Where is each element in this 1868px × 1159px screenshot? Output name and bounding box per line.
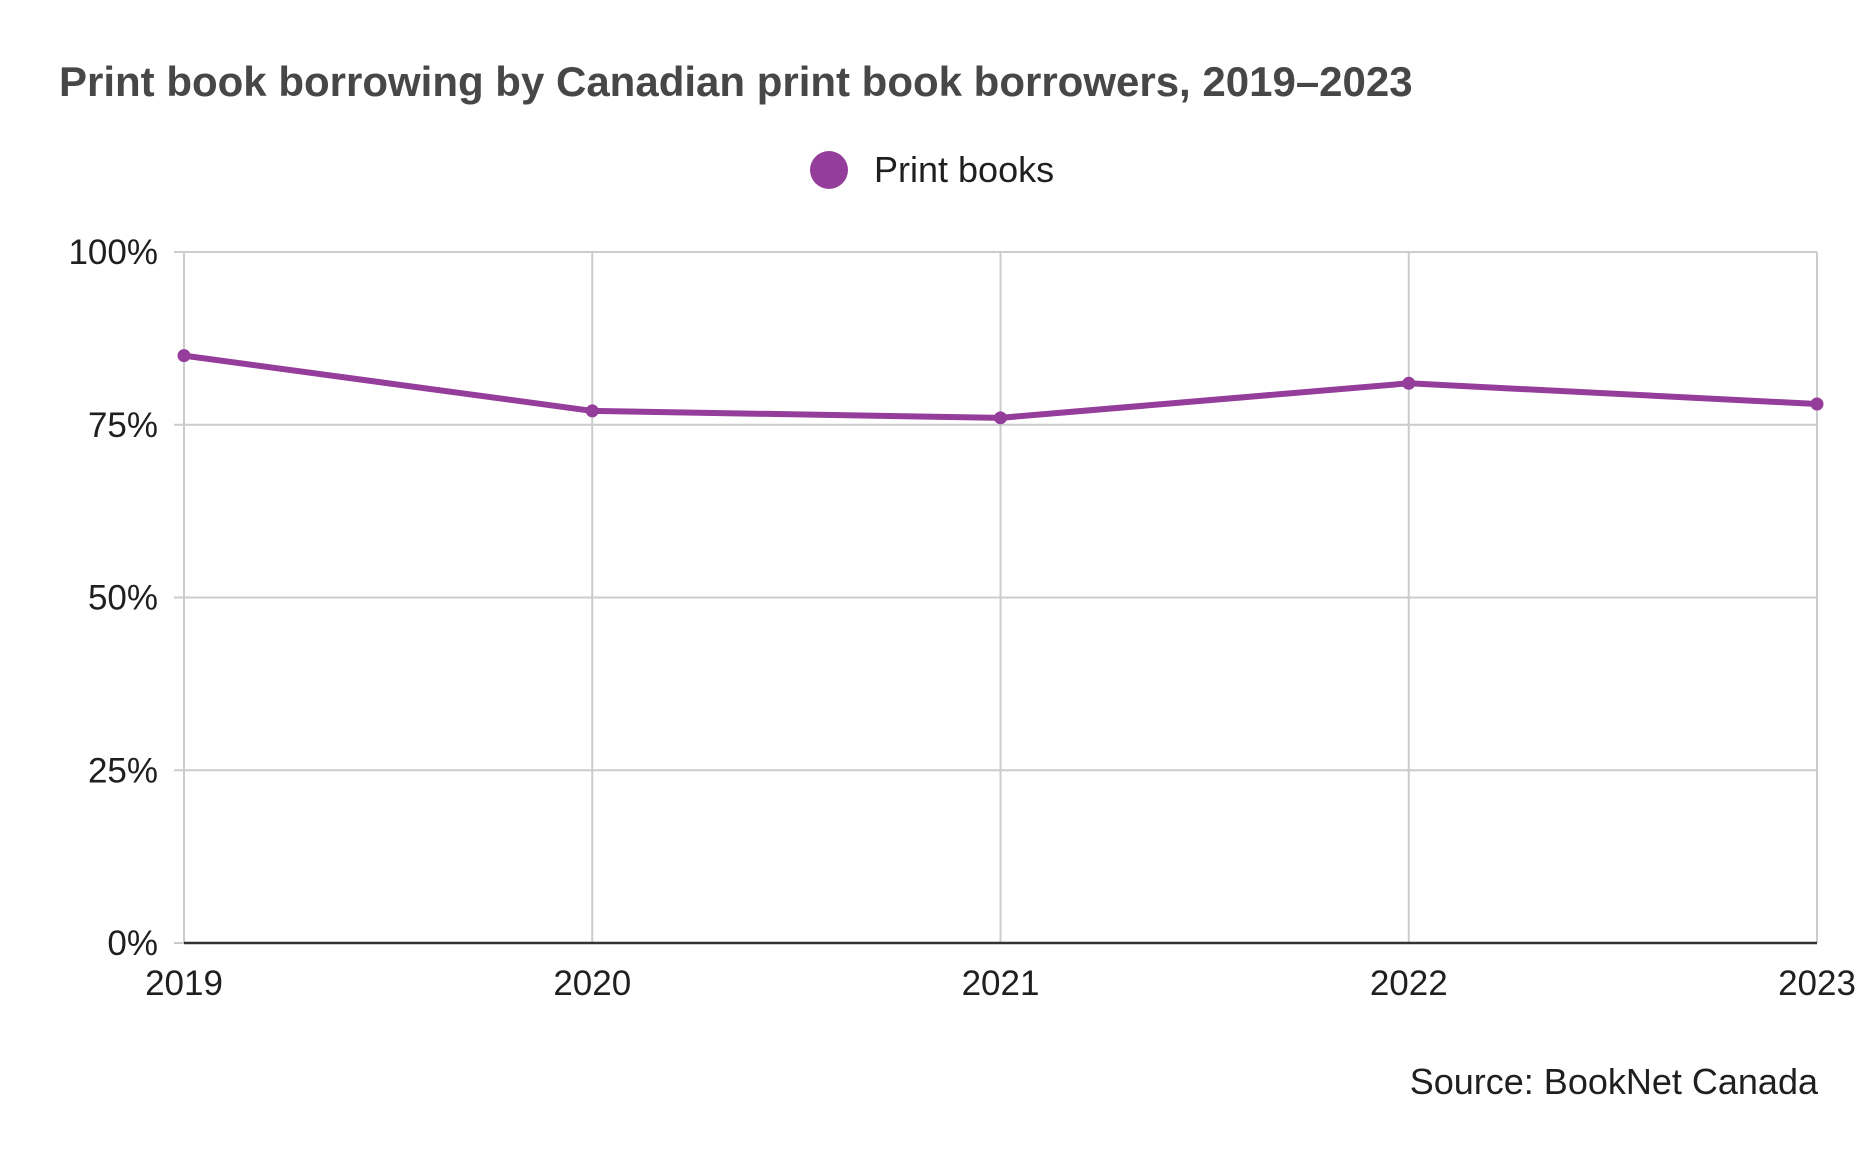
series-layer <box>177 349 1824 425</box>
x-tick-label-2019: 2019 <box>145 964 223 1003</box>
data-point-2022 <box>1402 376 1416 390</box>
legend-swatch-print-books <box>810 151 848 189</box>
data-point-2020 <box>585 404 599 418</box>
y-tick-label-25: 25% <box>88 751 158 790</box>
x-tick-label-2023: 2023 <box>1778 964 1856 1003</box>
x-tick-label-2021: 2021 <box>962 964 1040 1003</box>
legend-label-print-books: Print books <box>874 149 1055 190</box>
data-point-2023 <box>1810 397 1824 411</box>
y-tick-label-75: 75% <box>88 406 158 445</box>
chart-title: Print book borrowing by Canadian print b… <box>59 58 1413 105</box>
y-tick-label-50: 50% <box>88 579 158 618</box>
data-point-2021 <box>994 411 1007 425</box>
y-tick-label-0: 0% <box>107 924 158 963</box>
y-tick-label-100: 100% <box>68 233 158 272</box>
grid-layer <box>174 251 1818 944</box>
source-note: Source: BookNet Canada <box>1409 1061 1818 1102</box>
label-layer: 0% 25% 50% 75% 100% 2019 2020 2021 2022 2023 <box>68 233 1855 1003</box>
x-tick-label-2020: 2020 <box>553 964 631 1003</box>
legend: Print books <box>810 146 1054 194</box>
data-point-2019 <box>177 349 191 363</box>
x-tick-label-2022: 2022 <box>1370 964 1448 1003</box>
